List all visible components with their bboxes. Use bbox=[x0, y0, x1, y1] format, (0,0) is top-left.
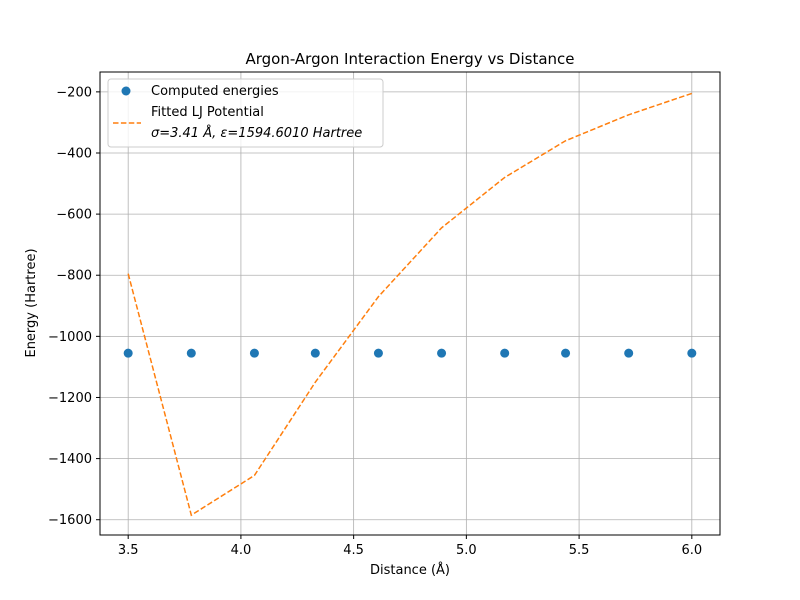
x-tick-label: 5.5 bbox=[569, 543, 590, 558]
x-tick-label: 5.0 bbox=[456, 543, 477, 558]
chart-title: Argon-Argon Interaction Energy vs Distan… bbox=[245, 50, 574, 68]
y-axis-label: Energy (Hartree) bbox=[24, 248, 39, 357]
x-tick-label: 4.0 bbox=[231, 543, 252, 558]
y-axis-ticks: −200 −400 −600 −800 −1000 −1200 −1400 −1600 bbox=[48, 85, 100, 528]
legend-epsilon: ε=1594.6010 Hartree bbox=[220, 126, 362, 141]
computed-energy-point bbox=[310, 348, 320, 358]
legend-marker-computed bbox=[121, 86, 131, 96]
grid bbox=[100, 72, 720, 535]
computed-energy-point bbox=[123, 348, 133, 358]
legend: Computed energies Fitted LJ Potential σ=… bbox=[107, 78, 384, 148]
series-computed-energies bbox=[123, 348, 697, 358]
computed-energy-point bbox=[561, 348, 571, 358]
y-tick-label: −1600 bbox=[48, 513, 92, 528]
y-tick-label: −600 bbox=[56, 208, 92, 223]
y-tick-label: −800 bbox=[56, 269, 92, 284]
x-axis-ticks: 3.5 4.0 4.5 5.0 5.5 6.0 bbox=[118, 535, 702, 558]
computed-energy-point bbox=[373, 348, 383, 358]
y-tick-label: −1000 bbox=[48, 330, 92, 345]
plot-area-frame bbox=[99, 71, 721, 536]
legend-label-fitted-params: σ=3.41 Å, ε=1594.6010 Hartree bbox=[151, 125, 362, 141]
computed-energy-point bbox=[687, 348, 697, 358]
fitted-lj-line bbox=[127, 92, 693, 517]
legend-label-fitted: Fitted LJ Potential bbox=[151, 105, 264, 120]
x-axis-label: Distance (Å) bbox=[370, 562, 450, 578]
legend-label-computed: Computed energies bbox=[151, 84, 279, 99]
x-tick-label: 4.5 bbox=[343, 543, 364, 558]
computed-energy-point bbox=[500, 348, 510, 358]
y-tick-label: −1400 bbox=[48, 452, 92, 467]
legend-sigma: σ=3.41 Å, bbox=[151, 125, 220, 141]
y-tick-label: −400 bbox=[56, 146, 92, 161]
computed-energy-point bbox=[437, 348, 447, 358]
x-tick-label: 6.0 bbox=[681, 543, 702, 558]
series-fitted-lj bbox=[127, 92, 693, 517]
computed-energy-point bbox=[624, 348, 634, 358]
legend-box bbox=[107, 78, 384, 148]
computed-energy-point bbox=[186, 348, 196, 358]
computed-energy-point bbox=[249, 348, 259, 358]
y-tick-label: −200 bbox=[56, 85, 92, 100]
x-tick-label: 3.5 bbox=[118, 543, 139, 558]
y-tick-label: −1200 bbox=[48, 391, 92, 406]
